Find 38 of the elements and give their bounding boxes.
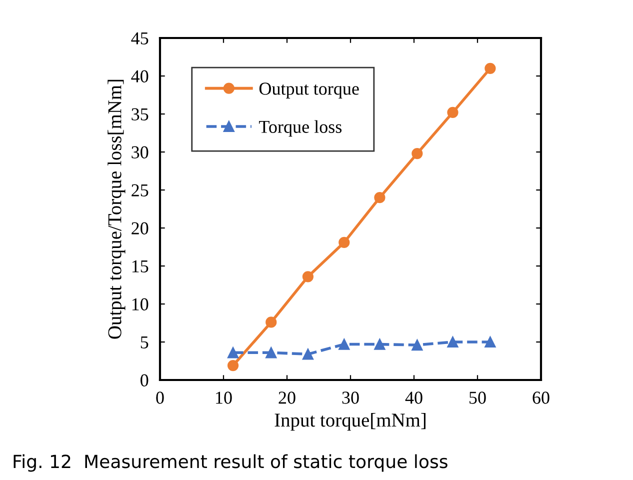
x-tick-label: 20 [278, 392, 296, 404]
x-tick-label: 60 [532, 392, 550, 404]
y-tick-label: 40 [131, 70, 148, 82]
y-axis-title: Output torque/Torque loss[mNm] [108, 80, 126, 339]
point [484, 336, 496, 348]
point [338, 236, 350, 248]
point [412, 339, 423, 351]
point [447, 336, 458, 348]
x-tick-label: 10 [216, 392, 232, 404]
x-tick-label: 0 [156, 392, 164, 404]
legend-label: Output torque [259, 82, 359, 98]
x-axis-title: Input torque[mNm] [274, 413, 426, 431]
point [266, 347, 277, 358]
y-tick-label: 15 [132, 260, 148, 272]
point [447, 106, 458, 118]
x-tick-label: 50 [470, 392, 486, 404]
point [484, 62, 496, 74]
point [338, 338, 350, 350]
y-tick-label: 45 [131, 32, 148, 44]
point [374, 338, 386, 350]
point [227, 347, 239, 358]
point [302, 348, 314, 360]
point [412, 148, 423, 160]
y-tick-label: 0 [140, 374, 148, 386]
point [266, 316, 277, 328]
x-tick-label: 30 [342, 392, 359, 404]
y-tick-label: 25 [132, 184, 148, 196]
point [374, 192, 386, 204]
y-tick-label: 30 [132, 146, 148, 158]
y-tick-label: 20 [132, 222, 148, 234]
x-tick-label: 40 [405, 392, 422, 404]
y-tick-label: 35 [132, 108, 148, 120]
point [227, 360, 239, 372]
caption: Fig. 12 Measurement result of static torque loss [14, 454, 448, 472]
legend-label: Torque loss [259, 120, 342, 137]
point [302, 271, 314, 282]
y-tick-label: 10 [132, 298, 148, 310]
y-tick-label: 5 [140, 336, 148, 348]
